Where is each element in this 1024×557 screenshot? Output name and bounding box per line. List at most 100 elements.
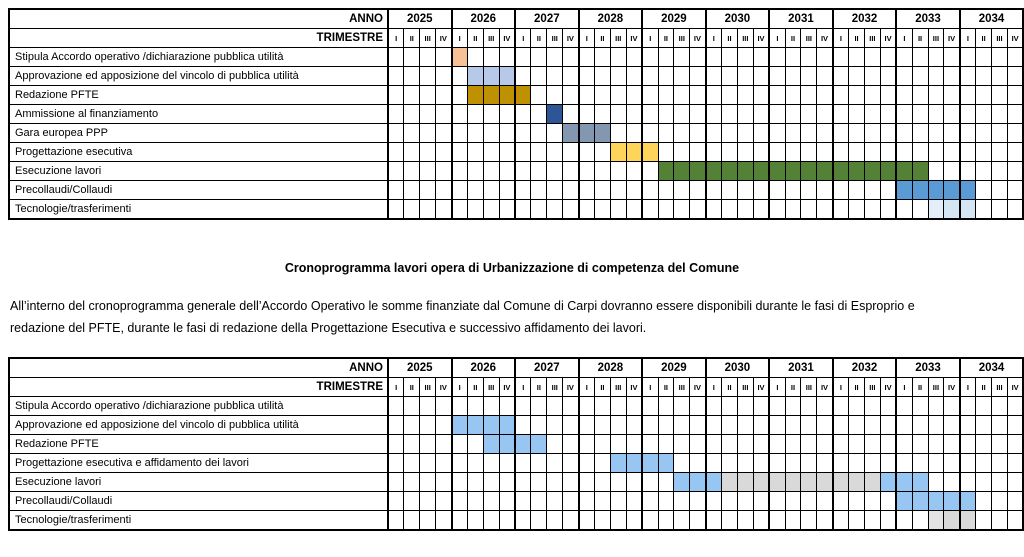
quarter-cell <box>482 123 500 143</box>
quarter-cell <box>435 123 453 143</box>
quarter-header-cell: I <box>387 377 405 397</box>
quarter-cell <box>403 491 421 511</box>
quarter-cell <box>641 47 659 67</box>
quarter-cell <box>577 85 595 105</box>
task-label-cell: Gara europea PPP <box>8 123 389 143</box>
quarter-cell <box>546 491 564 511</box>
year-header-cell: 2033 <box>895 357 961 378</box>
quarter-cell <box>752 66 770 86</box>
quarter-cell <box>498 123 516 143</box>
quarter-cell <box>784 47 802 67</box>
quarter-cell <box>641 434 659 454</box>
quarter-cell <box>721 123 738 143</box>
quarter-cell <box>403 415 421 435</box>
quarter-cell <box>816 510 834 531</box>
quarter-cell <box>879 123 897 143</box>
quarter-cell <box>403 142 421 162</box>
quarter-cell <box>863 66 881 86</box>
quarter-cell <box>514 180 532 200</box>
quarter-header-cell: IV <box>816 377 834 397</box>
quarter-cell <box>593 199 611 220</box>
quarter-cell <box>466 47 484 67</box>
quarter-cell <box>816 199 834 220</box>
quarter-cell <box>768 199 786 220</box>
quarter-cell <box>673 123 691 143</box>
quarter-cell <box>816 104 834 124</box>
quarter-cell <box>704 510 723 531</box>
quarter-cell <box>704 415 723 435</box>
quarter-cell <box>514 510 532 531</box>
quarter-header-cell: IV <box>879 377 897 397</box>
quarter-cell <box>975 472 993 492</box>
quarter-cell <box>816 453 834 473</box>
quarter-cell <box>863 396 881 416</box>
quarter-header-cell: IV <box>879 28 897 48</box>
gantt-bar-cell <box>577 123 595 143</box>
quarter-cell <box>943 453 961 473</box>
quarter-cell <box>704 66 723 86</box>
gantt-bar-cell <box>657 453 675 473</box>
gantt-bar-cell <box>514 85 532 105</box>
quarter-cell <box>911 47 929 67</box>
quarter-cell <box>975 161 993 181</box>
quarter-cell <box>991 66 1008 86</box>
task-label-cell: Stipula Accordo operativo /dichiarazione… <box>8 396 389 416</box>
quarter-cell <box>498 453 516 473</box>
gantt-bar-cell <box>721 161 738 181</box>
year-header-cell: 2028 <box>577 357 643 378</box>
quarter-cell <box>419 66 437 86</box>
quarter-header-cell: I <box>641 377 659 397</box>
quarter-cell <box>736 396 754 416</box>
quarter-cell <box>546 415 564 435</box>
quarter-header-cell: II <box>721 377 738 397</box>
quarter-header-cell: IV <box>752 377 770 397</box>
gantt-task-row: Tecnologie/trasferimenti <box>8 510 1024 531</box>
quarter-cell <box>975 199 993 220</box>
quarter-cell <box>530 510 548 531</box>
year-header-cell: 2033 <box>895 8 961 29</box>
quarter-cell <box>593 66 611 86</box>
gantt-bar-cell <box>466 85 484 105</box>
task-label-cell: Esecuzione lavori <box>8 472 389 492</box>
quarter-cell <box>736 142 754 162</box>
quarter-cell <box>482 396 500 416</box>
quarter-cell <box>577 453 595 473</box>
quarter-cell <box>991 180 1008 200</box>
quarter-cell <box>482 472 500 492</box>
quarter-header-cell: IV <box>625 28 643 48</box>
quarter-cell <box>546 47 564 67</box>
quarter-cell <box>911 199 929 220</box>
quarter-header-cell: II <box>657 28 675 48</box>
quarter-cell <box>848 180 865 200</box>
quarter-cell <box>577 142 595 162</box>
quarter-cell <box>498 47 516 67</box>
quarter-cell <box>895 510 913 531</box>
quarter-cell <box>721 415 738 435</box>
quarter-cell <box>387 104 405 124</box>
quarter-cell <box>895 396 913 416</box>
quarter-cell <box>514 104 532 124</box>
quarter-cell <box>387 453 405 473</box>
task-label-cell: Tecnologie/trasferimenti <box>8 510 389 531</box>
gantt-bar-cell <box>879 472 897 492</box>
gantt-bar-cell <box>482 85 500 105</box>
quarter-cell <box>514 415 532 435</box>
year-header-cell: 2027 <box>514 8 580 29</box>
quarter-cell <box>975 142 993 162</box>
quarter-header-cell: III <box>991 377 1008 397</box>
quarter-cell <box>927 66 945 86</box>
quarter-header-cell: II <box>911 377 929 397</box>
quarter-cell <box>800 123 818 143</box>
quarter-cell <box>466 472 484 492</box>
quarter-cell <box>975 453 993 473</box>
gantt-task-row: Precollaudi/Collaudi <box>8 180 1024 200</box>
quarter-cell <box>768 142 786 162</box>
gantt-bar-cell <box>736 161 754 181</box>
quarter-cell <box>863 199 881 220</box>
quarter-cell <box>768 66 786 86</box>
quarter-cell <box>991 415 1008 435</box>
quarter-cell <box>863 104 881 124</box>
quarter-cell <box>450 491 468 511</box>
quarter-cell <box>419 123 437 143</box>
quarter-cell <box>768 415 786 435</box>
